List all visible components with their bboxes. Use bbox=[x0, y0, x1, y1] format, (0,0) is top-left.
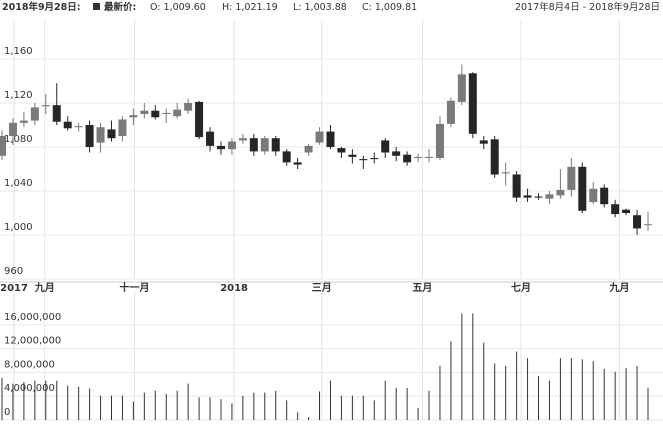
candle-body bbox=[74, 126, 83, 128]
candle-body bbox=[643, 224, 652, 226]
x-tick-label: 三月 bbox=[312, 282, 332, 294]
x-tick-label: 九月 bbox=[609, 281, 630, 294]
candle-body bbox=[534, 196, 543, 198]
y-tick-label: 960 bbox=[4, 266, 23, 277]
y-tick-label: 1,080 bbox=[4, 134, 33, 145]
candle-body bbox=[578, 166, 587, 211]
header-open: O: 1,009.60 bbox=[150, 2, 206, 13]
candle-body bbox=[216, 145, 225, 150]
candle-body bbox=[348, 154, 357, 157]
candle-body bbox=[370, 158, 379, 160]
candle-body bbox=[392, 151, 401, 156]
x-tick-label: 七月 bbox=[511, 281, 531, 294]
y-tick-label: 1,160 bbox=[4, 46, 33, 57]
candle-body bbox=[129, 115, 138, 118]
candle-body bbox=[0, 136, 7, 156]
candle-body bbox=[446, 100, 455, 124]
candle-body bbox=[184, 103, 193, 111]
y-tick-label: 16,000,000 bbox=[4, 312, 61, 323]
candle-body bbox=[85, 125, 94, 147]
candle-body bbox=[425, 156, 434, 158]
y-tick-label: 4,000,000 bbox=[4, 383, 55, 394]
candle-body bbox=[435, 123, 444, 158]
candle-body bbox=[173, 109, 182, 117]
y-tick-label: 8,000,000 bbox=[4, 359, 55, 370]
x-tick-label: 九月 bbox=[34, 281, 55, 294]
candle-body bbox=[151, 110, 160, 118]
candle-body bbox=[238, 138, 247, 141]
candle-body bbox=[567, 166, 576, 190]
candle-body bbox=[8, 122, 17, 136]
legend-swatch bbox=[93, 3, 100, 10]
header-low: L: 1,003.88 bbox=[293, 2, 347, 13]
candle-body bbox=[337, 148, 346, 153]
x-tick-label: 2017 bbox=[0, 283, 28, 294]
candle-body bbox=[162, 112, 171, 114]
candle-body bbox=[249, 138, 258, 152]
candle-body bbox=[140, 110, 149, 114]
candle-body bbox=[326, 131, 335, 147]
x-tick-label: 十一月 bbox=[119, 281, 149, 294]
candle-body bbox=[457, 74, 466, 102]
candle-body bbox=[600, 187, 609, 205]
candle-body bbox=[468, 73, 477, 134]
candle-body bbox=[271, 138, 280, 152]
y-tick-label: 1,040 bbox=[4, 178, 33, 189]
candle-body bbox=[490, 139, 499, 175]
candle-body bbox=[96, 127, 105, 143]
candle-body bbox=[622, 209, 631, 213]
candle-body bbox=[633, 215, 642, 229]
candle-body bbox=[359, 159, 368, 161]
header-range: 2017年8月4日 - 2018年9月28日 bbox=[515, 1, 660, 13]
candle-body bbox=[479, 140, 488, 144]
candle-body bbox=[611, 204, 620, 215]
candle-body bbox=[30, 107, 39, 121]
candle-body bbox=[260, 138, 269, 152]
y-tick-label: 0 bbox=[4, 407, 10, 418]
candle-body bbox=[63, 121, 72, 129]
candle-body bbox=[41, 105, 50, 107]
candle-body bbox=[315, 131, 324, 143]
candle-body bbox=[556, 189, 565, 196]
candle-body bbox=[227, 141, 236, 150]
candle-body bbox=[545, 194, 554, 199]
candle-body bbox=[19, 120, 28, 123]
candle-body bbox=[293, 162, 302, 165]
candle-body bbox=[512, 174, 521, 198]
candle-body bbox=[414, 156, 423, 158]
candle-body bbox=[107, 129, 116, 139]
x-tick-label: 2018 bbox=[220, 283, 248, 294]
candle-body bbox=[501, 172, 510, 174]
candle-body bbox=[52, 105, 61, 122]
candle-body bbox=[523, 195, 532, 198]
candle-body bbox=[381, 140, 390, 153]
candle-body bbox=[589, 188, 598, 202]
header-legend: 最新价: bbox=[104, 1, 136, 13]
candle-body bbox=[195, 101, 204, 138]
y-tick-label: 12,000,000 bbox=[4, 336, 61, 347]
x-tick-label: 五月 bbox=[412, 282, 432, 294]
candle-body bbox=[304, 145, 313, 153]
header-date: 2018年9月28日: bbox=[2, 1, 81, 13]
y-tick-label: 1,120 bbox=[4, 90, 33, 101]
candle-body bbox=[206, 131, 215, 146]
header-close: C: 1,009.81 bbox=[362, 2, 417, 13]
candle-body bbox=[118, 119, 127, 136]
candle-body bbox=[282, 151, 291, 163]
y-tick-label: 1,000 bbox=[4, 222, 33, 233]
header-high: H: 1,021.19 bbox=[222, 2, 278, 13]
candle-body bbox=[403, 154, 412, 163]
